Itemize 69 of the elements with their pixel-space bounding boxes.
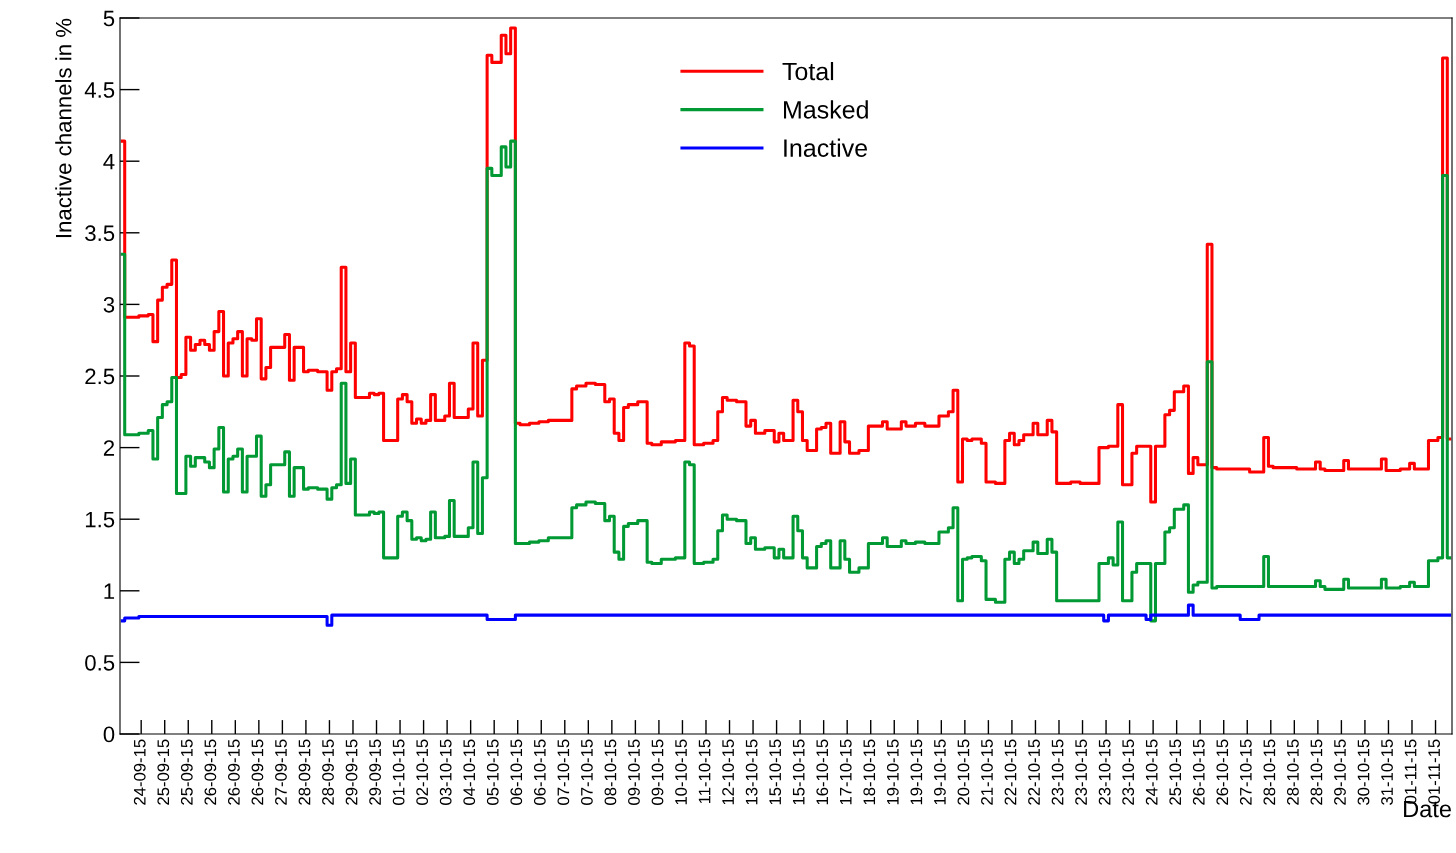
x-tick-label: 11-10-15: [698, 739, 711, 804]
y-tick-label: 0.5: [85, 654, 115, 671]
x-tick-label: 07-10-15: [580, 739, 593, 805]
x-tick-label: 24-10-15: [1145, 739, 1158, 805]
x-tick-label: 27-10-15: [1239, 739, 1252, 805]
x-tick-label: 28-10-15: [1287, 739, 1299, 805]
x-tick-label: 23-10-15: [1098, 739, 1111, 805]
x-tick-label: 26-10-15: [1216, 739, 1229, 805]
legend-label: Masked: [784, 100, 868, 119]
x-tick-label: 18-10-15: [863, 739, 876, 805]
y-tick-label: 3: [103, 296, 115, 313]
x-tick-label: 16-10-15: [816, 739, 829, 805]
y-tick-label: 1: [104, 583, 115, 599]
x-tick-label: 25-09-15: [180, 739, 193, 805]
x-tick-label: 21-10-15: [981, 739, 993, 805]
x-tick-label: 26-10-15: [1192, 739, 1205, 805]
x-tick-label: 29-09-15: [369, 739, 381, 805]
x-tick-label: 06-10-15: [510, 739, 523, 805]
x-tick-label: 23-10-15: [1051, 739, 1064, 805]
x-tick-label: 05-10-15: [486, 739, 499, 805]
x-tick-label: 19-10-15: [910, 739, 923, 805]
x-tick-label: 26-09-15: [204, 739, 217, 805]
y-tick-label: 3.5: [85, 225, 115, 242]
x-tick-label: 19-10-15: [933, 739, 946, 805]
x-tick-label: 09-10-15: [628, 739, 640, 805]
x-tick-label: 23-10-15: [1075, 739, 1087, 805]
x-tick-label: 07-10-15: [557, 739, 570, 805]
x-tick-label: 22-10-15: [1028, 739, 1040, 805]
x-tick-label: 31-10-15: [1381, 739, 1393, 805]
x-tick-label: 26-09-15: [227, 739, 240, 805]
x-tick-label: 27-09-15: [275, 739, 287, 805]
x-tick-label: 25-10-15: [1169, 739, 1182, 805]
x-tick-label: 02-10-15: [416, 739, 429, 805]
x-tick-label: 01-10-15: [392, 739, 405, 805]
x-tick-label: 09-10-15: [651, 739, 664, 805]
x-tick-label: 23-10-15: [1122, 739, 1135, 805]
x-tick-label: 15-10-15: [769, 739, 782, 805]
x-tick-label: 24-09-15: [133, 739, 146, 805]
x-tick-label: 30-10-15: [1357, 739, 1370, 805]
x-tick-label: 29-09-15: [345, 739, 358, 805]
y-tick-label: 5: [103, 10, 115, 27]
legend-label: Inactive: [784, 138, 868, 157]
x-tick-label: 03-10-15: [439, 739, 452, 805]
y-axis-title: Inactive channels in %: [55, 18, 72, 238]
x-tick-label: 29-10-15: [1334, 739, 1346, 805]
x-tick-label: 04-10-15: [463, 739, 476, 805]
x-tick-label: 26-09-15: [251, 739, 264, 805]
x-tick-label: 22-10-15: [1004, 739, 1017, 805]
legend-label: Total: [782, 61, 834, 81]
x-tick-label: 20-10-15: [957, 739, 970, 805]
x-tick-label: 28-09-15: [298, 739, 311, 805]
x-tick-label: 12-10-15: [722, 739, 734, 805]
x-tick-label: 13-10-15: [745, 739, 758, 805]
y-tick-label: 2.5: [85, 368, 115, 385]
y-tick-label: 0: [103, 726, 115, 743]
x-tick-label: 28-10-15: [1263, 739, 1276, 805]
x-tick-label: 17-10-15: [839, 739, 852, 805]
y-tick-label: 4: [103, 153, 115, 170]
x-tick-label: 28-10-15: [1310, 739, 1323, 805]
x-tick-label: 28-09-15: [322, 739, 334, 805]
y-tick-label: 1.5: [85, 511, 115, 528]
x-tick-label: 10-10-15: [675, 739, 687, 805]
x-tick-label: 15-10-15: [792, 739, 805, 805]
x-tick-label: 06-10-15: [533, 739, 546, 805]
x-tick-label: 08-10-15: [604, 739, 617, 805]
y-tick-label: 2: [103, 440, 115, 456]
x-tick-label: 19-10-15: [886, 739, 899, 805]
y-tick-label: 4.5: [84, 82, 115, 98]
x-tick-label: 25-09-15: [157, 739, 170, 805]
